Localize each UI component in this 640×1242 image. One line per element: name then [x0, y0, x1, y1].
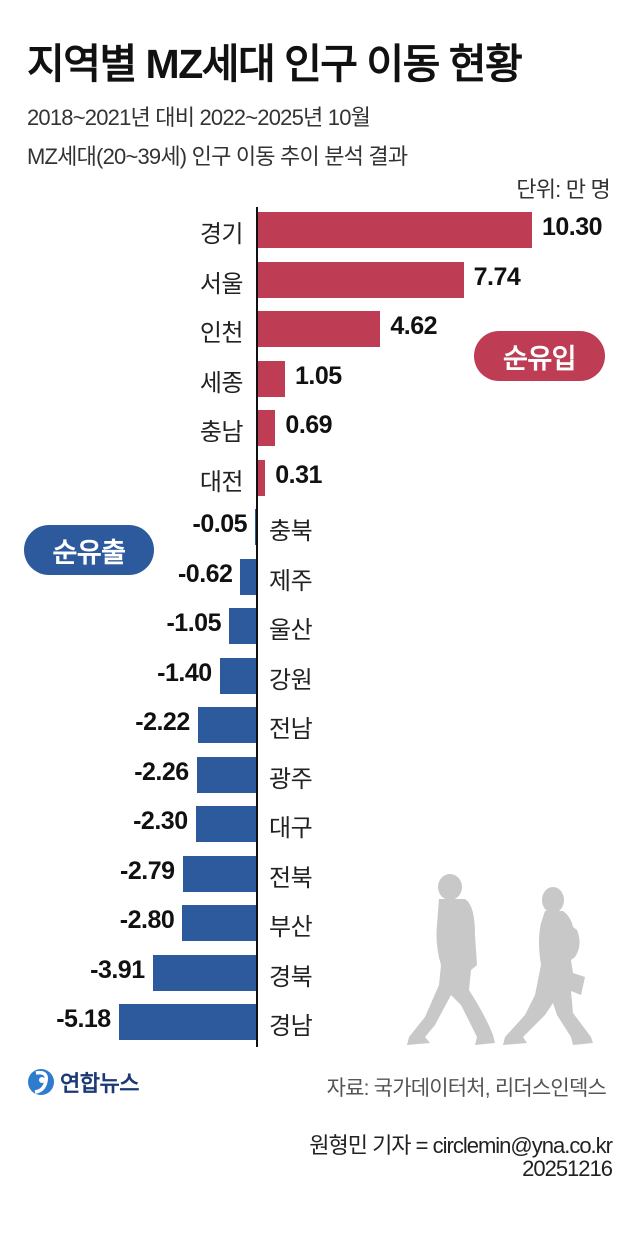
category-label: 서울 [199, 270, 244, 298]
bar-row: 전남 -2.22 [0, 707, 640, 743]
bar [152, 954, 257, 991]
bar [257, 459, 266, 496]
value-label: -1.40 [157, 658, 212, 687]
category-label: 부산 [269, 914, 313, 941]
bar-row: 인천 4.62 [0, 311, 640, 347]
bar [257, 212, 532, 248]
category-label: 강원 [269, 666, 313, 694]
bar-row: 울산 -1.05 [0, 608, 640, 644]
source-note: 자료: 국가데이터처, 리더스인덱스 [326, 1077, 607, 1100]
bar [219, 657, 257, 694]
bar [240, 558, 257, 595]
bar-row: 충남 0.69 [0, 410, 640, 446]
value-label: -2.79 [120, 856, 175, 885]
bar [196, 756, 257, 793]
unit-label: 단위: 만 명 [516, 177, 611, 202]
bar-row: 강원 -1.40 [0, 657, 640, 694]
value-label: -0.05 [192, 510, 248, 538]
category-label: 제주 [269, 567, 313, 595]
value-label: 1.05 [295, 361, 342, 390]
chart-subtitle-line2: MZ세대(20~39세) 인구 이동 추이 분석 결과 [27, 144, 408, 169]
category-label: 세종 [199, 369, 244, 397]
bar-row: 대구 -2.30 [0, 806, 640, 842]
category-label: 전남 [269, 716, 313, 743]
bar-row: 경남 -5.18 [0, 1004, 640, 1040]
bar-row: 서울 7.74 [0, 261, 640, 298]
category-label: 경남 [269, 1013, 313, 1040]
category-label: 인천 [199, 320, 244, 347]
bar [182, 855, 257, 892]
bar-row: 부산 -2.80 [0, 905, 640, 941]
yonhap-logo: 연합뉴스 [26, 1066, 139, 1098]
value-label: 10.30 [542, 213, 603, 241]
category-label: 충남 [199, 419, 244, 446]
bar-row: 광주 -2.26 [0, 756, 640, 793]
value-label: -2.30 [133, 807, 188, 835]
category-label: 전북 [269, 864, 313, 892]
category-label: 광주 [269, 765, 313, 793]
category-label: 경북 [269, 963, 313, 991]
bar-row: 경기 10.30 [0, 212, 640, 248]
value-label: 0.31 [275, 460, 322, 489]
bar [197, 707, 257, 743]
bar [228, 608, 257, 644]
bar [182, 905, 257, 941]
bar [257, 410, 276, 446]
byline: 원형민 기자 = circlemin@yna.co.kr [309, 1133, 613, 1158]
bar-row: 충북 -0.05 [0, 509, 640, 545]
category-label: 대구 [269, 815, 313, 842]
value-label: 0.69 [285, 411, 333, 439]
zero-axis-line [256, 207, 258, 1047]
bar-row: 대전 0.31 [0, 459, 640, 496]
category-label: 울산 [269, 617, 313, 644]
chart-title: 지역별 MZ세대 인구 이동 현황 [27, 41, 523, 87]
value-label: -5.18 [56, 1005, 111, 1033]
chart-subtitle-line1: 2018~2021년 대비 2022~2025년 10월 [27, 105, 371, 130]
bar [257, 360, 286, 397]
net-inflow-badge: 순유입 [474, 331, 605, 381]
bar [257, 261, 464, 298]
value-label: -1.05 [166, 609, 221, 637]
category-label: 충북 [269, 518, 313, 545]
bar [195, 806, 257, 842]
value-label: 7.74 [473, 262, 521, 291]
walking-people-silhouette-icon [407, 874, 593, 1045]
bar-row: 제주 -0.62 [0, 558, 640, 595]
yonhap-globe-icon [28, 1069, 54, 1095]
logo-text: 연합뉴스 [60, 1071, 139, 1096]
value-label: -2.26 [134, 757, 189, 786]
category-label: 경기 [199, 221, 244, 248]
bar [118, 1004, 257, 1040]
bar [257, 311, 381, 347]
value-label: -2.22 [135, 708, 190, 736]
bar-row: 세종 1.05 [0, 360, 640, 397]
bar-row: 전북 -2.79 [0, 855, 640, 892]
value-label: -2.80 [119, 906, 175, 934]
value-label: -0.62 [177, 559, 233, 588]
net-outflow-badge: 순유출 [24, 525, 154, 575]
bar-chart: 경기 10.30 서울 7.74 인천 4.62 세종 1.05 충남 0.69 대전 0.31 충북 -… [0, 212, 640, 1040]
value-label: 4.62 [390, 312, 438, 340]
category-label: 대전 [199, 468, 244, 496]
bar-row: 경북 -3.91 [0, 954, 640, 991]
publish-date: 20251216 [522, 1156, 613, 1181]
value-label: -3.91 [90, 955, 145, 984]
